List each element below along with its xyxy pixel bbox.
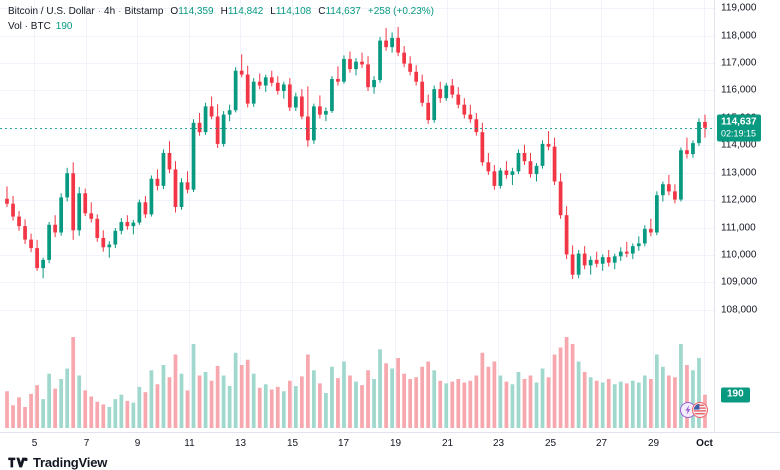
time-tick-21: 21 [441,438,454,449]
current-price-tag[interactable]: 114,637 02:19:15 [717,114,761,142]
time-tick-29: 29 [647,438,660,449]
time-tick-11: 11 [184,438,195,449]
price-tick-113000: 113,000 [721,167,757,179]
chart-plot-area[interactable] [0,0,714,432]
current-price-value: 114,637 [721,116,757,128]
price-tick-111000: 111,000 [721,222,756,234]
price-tick-114000: 114,000 [721,139,757,151]
time-tick-13: 13 [234,438,247,449]
price-tick-112000: 112,000 [721,194,757,206]
grid-lines [0,0,714,428]
chart-footer: TradingView [0,454,780,470]
price-scale[interactable]: 119,000118,000117,000116,000115,000114,0… [714,0,780,432]
volume-tag[interactable]: 190 [721,387,750,403]
price-tick-109000: 109,000 [721,276,758,288]
time-tick-23: 23 [492,438,505,449]
time-tick-5: 5 [31,438,38,449]
time-scale[interactable]: 5 7 9 11 13 15 17 19 21 23 25 27 29 Oct [0,432,780,454]
time-tick-7: 7 [83,438,90,449]
bar-countdown: 02:19:15 [721,128,757,139]
price-tick-119000: 119,000 [721,2,757,14]
price-tick-110000: 110,000 [721,249,757,261]
time-tick-19: 19 [389,438,402,449]
time-tick-Oct: Oct [696,438,713,449]
candlestick-canvas [0,0,714,429]
time-tick-9: 9 [134,438,141,449]
time-tick-17: 17 [337,438,350,449]
time-tick-25: 25 [544,438,557,449]
price-tick-108000: 108,000 [721,304,758,316]
candles [5,26,707,280]
tradingview-mark-icon [8,457,28,467]
price-tick-116000: 116,000 [721,84,757,96]
tradingview-logo[interactable]: TradingView [8,455,107,470]
time-tick-15: 15 [286,438,299,449]
price-tick-117000: 117,000 [721,57,757,69]
price-tick-118000: 118,000 [721,30,757,42]
time-tick-27: 27 [595,438,608,449]
tradingview-wordmark: TradingView [33,454,108,470]
